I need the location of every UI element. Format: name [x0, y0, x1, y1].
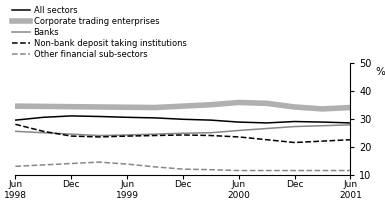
All sectors [209, 119, 213, 121]
All sectors [152, 116, 157, 119]
All sectors [348, 122, 353, 124]
Non-bank deposit taking institutions [292, 141, 297, 144]
Banks [125, 134, 129, 136]
Banks [13, 130, 18, 133]
Non-bank deposit taking institutions [69, 135, 74, 137]
Non-bank deposit taking institutions [125, 135, 129, 137]
Corporate trading enterprises [348, 106, 353, 109]
Banks [348, 124, 353, 126]
Corporate trading enterprises [209, 103, 213, 106]
Non-bank deposit taking institutions [41, 130, 46, 133]
Non-bank deposit taking institutions [236, 136, 241, 138]
Other financial sub-sectors [13, 165, 18, 168]
Line: All sectors: All sectors [15, 116, 350, 123]
All sectors [41, 116, 46, 119]
All sectors [13, 119, 18, 121]
Other financial sub-sectors [181, 168, 185, 170]
Non-bank deposit taking institutions [152, 134, 157, 137]
Corporate trading enterprises [97, 106, 102, 108]
Other financial sub-sectors [292, 169, 297, 172]
Line: Other financial sub-sectors: Other financial sub-sectors [15, 162, 350, 170]
Other financial sub-sectors [320, 169, 325, 172]
Other financial sub-sectors [41, 164, 46, 166]
Other financial sub-sectors [69, 162, 74, 165]
All sectors [320, 121, 325, 123]
Corporate trading enterprises [181, 105, 185, 108]
Banks [97, 134, 102, 137]
Banks [236, 129, 241, 132]
Line: Corporate trading enterprises: Corporate trading enterprises [15, 103, 350, 109]
Banks [292, 125, 297, 128]
Corporate trading enterprises [152, 106, 157, 109]
Banks [41, 131, 46, 134]
Other financial sub-sectors [348, 169, 353, 172]
All sectors [264, 122, 269, 124]
Banks [69, 133, 74, 136]
Line: Banks: Banks [15, 125, 350, 136]
All sectors [292, 120, 297, 123]
Corporate trading enterprises [292, 106, 297, 108]
All sectors [181, 118, 185, 121]
Banks [181, 132, 185, 135]
Corporate trading enterprises [41, 105, 46, 108]
Non-bank deposit taking institutions [13, 123, 18, 126]
Corporate trading enterprises [264, 102, 269, 105]
Non-bank deposit taking institutions [348, 138, 353, 141]
Other financial sub-sectors [209, 168, 213, 171]
Line: Non-bank deposit taking institutions: Non-bank deposit taking institutions [15, 124, 350, 142]
Other financial sub-sectors [125, 163, 129, 165]
Banks [320, 124, 325, 127]
Corporate trading enterprises [125, 106, 129, 109]
Y-axis label: %: % [375, 67, 385, 77]
Corporate trading enterprises [13, 105, 18, 108]
Legend: All sectors, Corporate trading enterprises, Banks, Non-bank deposit taking insti: All sectors, Corporate trading enterpris… [12, 6, 186, 59]
Corporate trading enterprises [320, 108, 325, 110]
All sectors [236, 121, 241, 123]
All sectors [97, 115, 102, 118]
Other financial sub-sectors [97, 161, 102, 164]
Corporate trading enterprises [69, 105, 74, 108]
All sectors [69, 114, 74, 117]
Other financial sub-sectors [152, 166, 157, 168]
Non-bank deposit taking institutions [97, 136, 102, 138]
Banks [152, 133, 157, 136]
Non-bank deposit taking institutions [320, 140, 325, 142]
Non-bank deposit taking institutions [264, 138, 269, 141]
Other financial sub-sectors [264, 169, 269, 172]
Banks [209, 131, 213, 134]
Non-bank deposit taking institutions [181, 134, 185, 136]
Banks [264, 127, 269, 130]
Corporate trading enterprises [236, 101, 241, 104]
Non-bank deposit taking institutions [209, 134, 213, 137]
Other financial sub-sectors [236, 169, 241, 172]
All sectors [125, 116, 129, 119]
